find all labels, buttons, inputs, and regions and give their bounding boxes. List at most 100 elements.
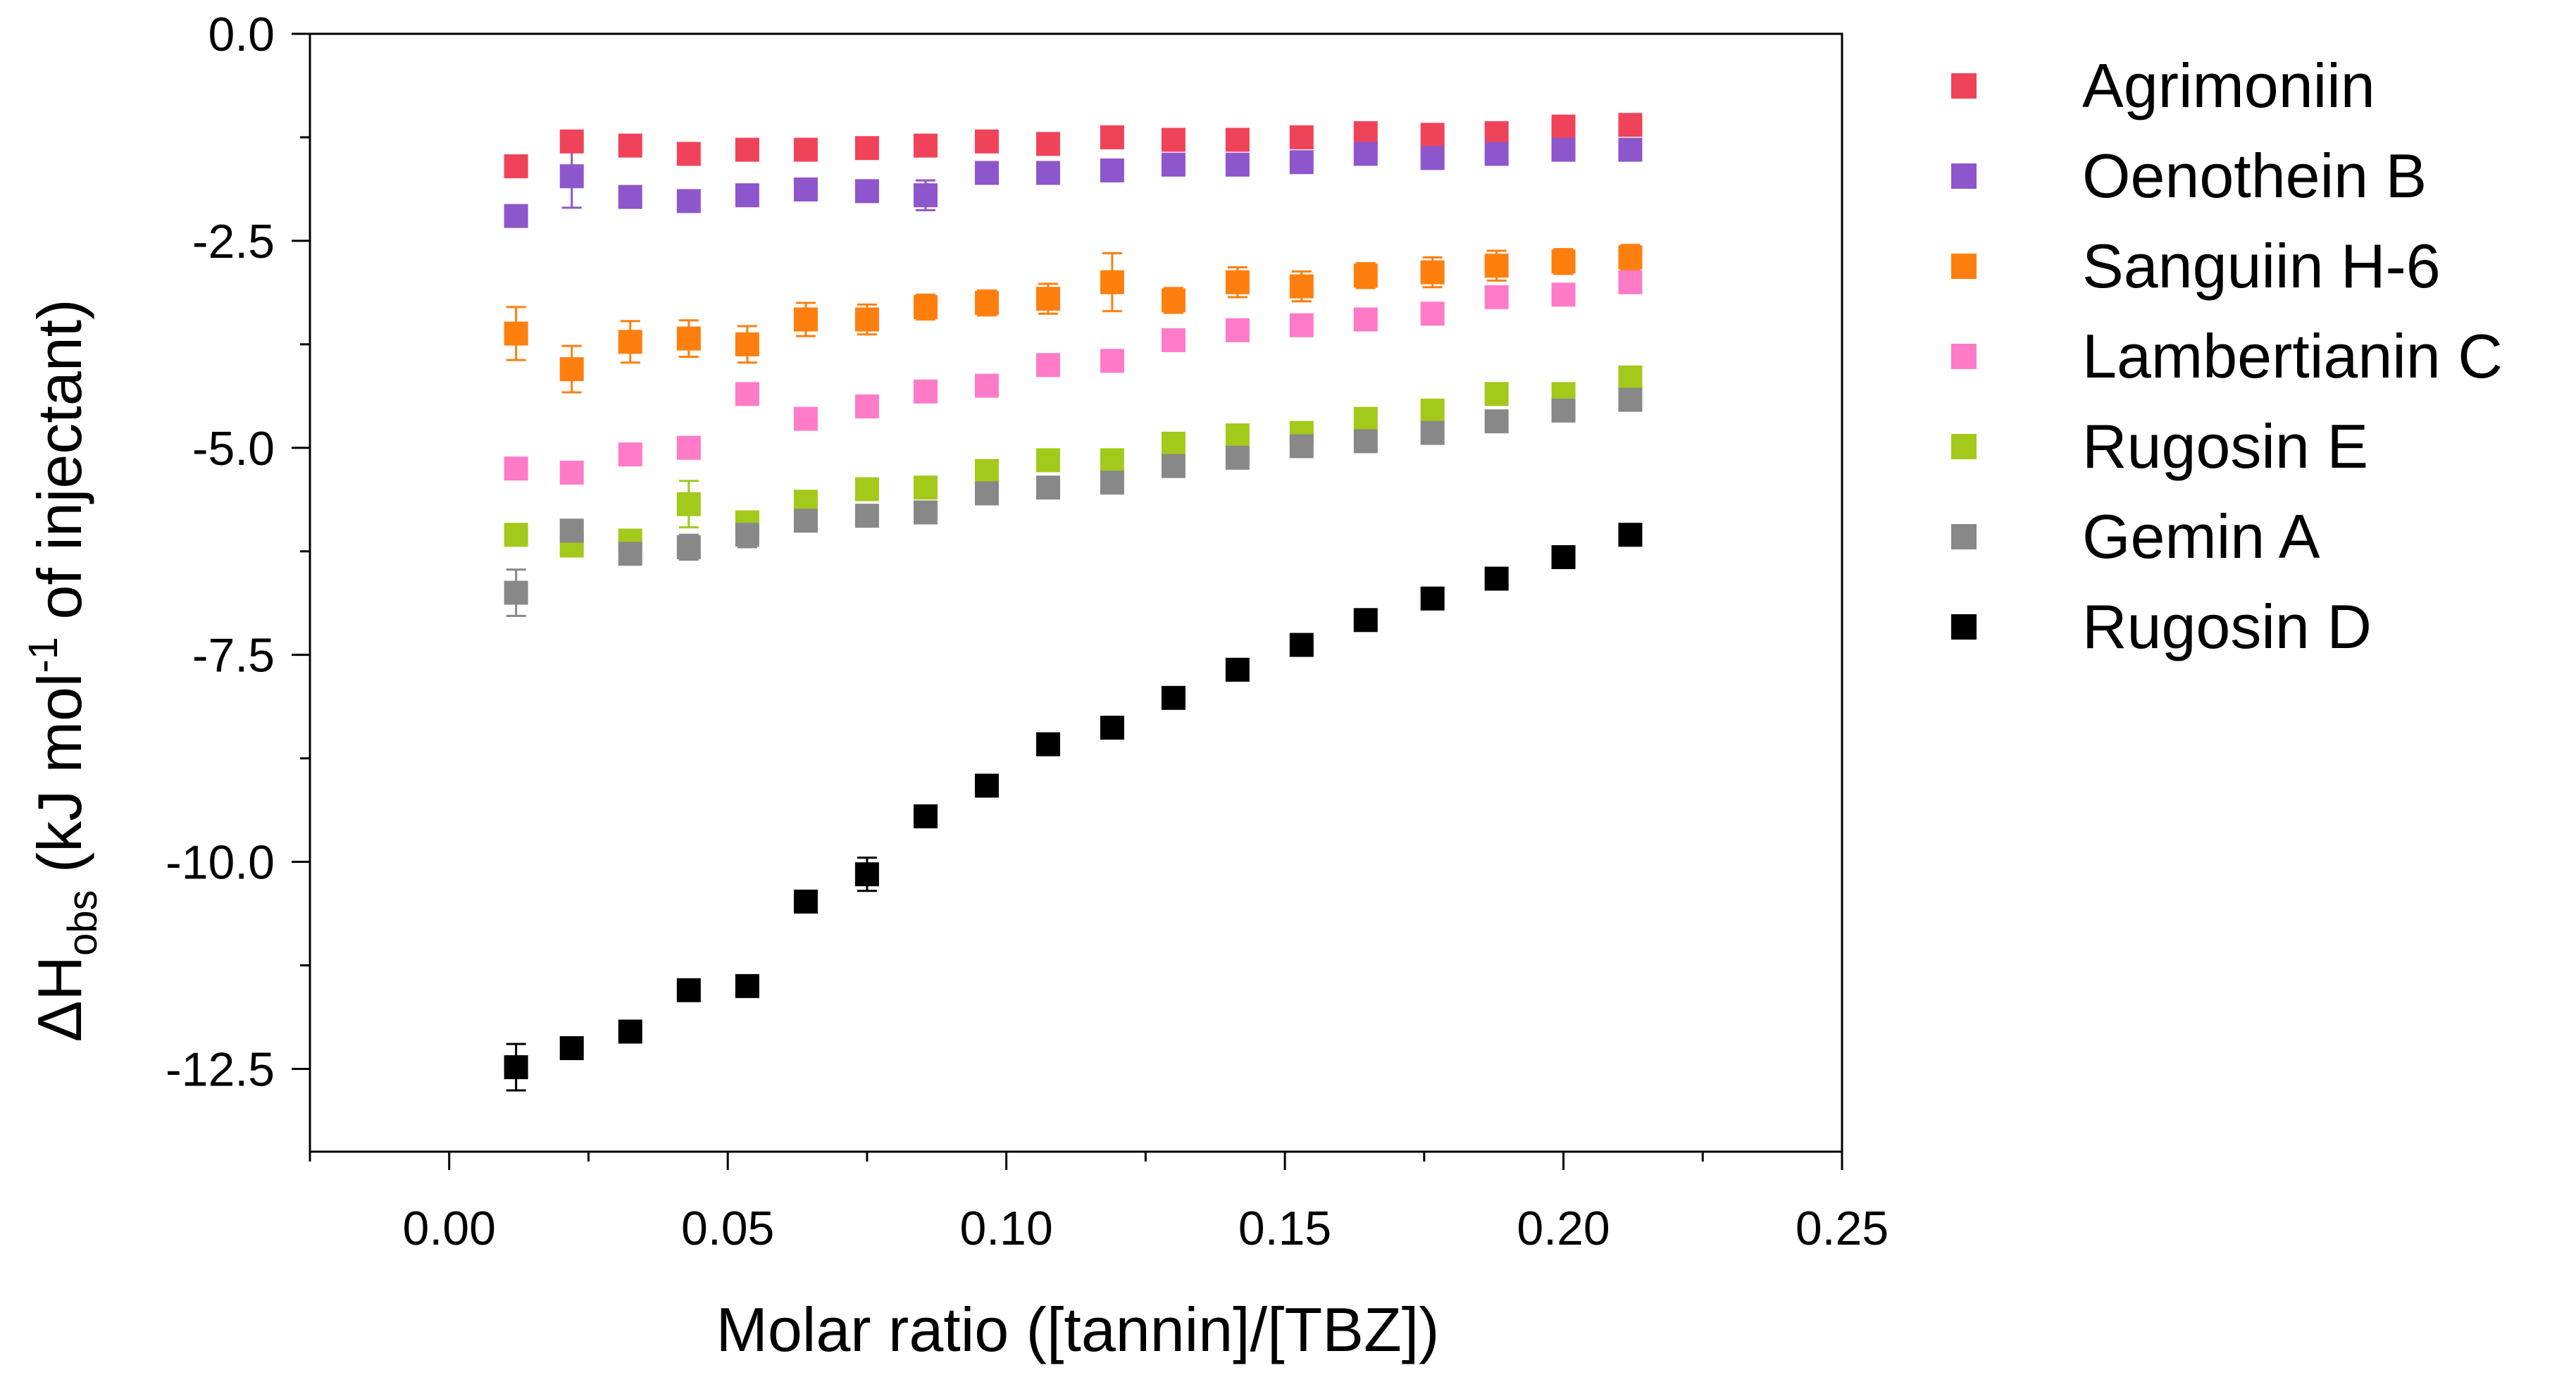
oenothein-b-point xyxy=(974,161,999,185)
sanguiin-h-6-point xyxy=(559,357,584,382)
x-tick-label: 0.15 xyxy=(1238,1202,1331,1255)
gemin-a-point xyxy=(676,535,701,559)
agrimoniin-point xyxy=(1353,121,1378,146)
sanguiin-h-6-point xyxy=(1484,254,1509,278)
lambertianin-c-point xyxy=(1618,270,1643,294)
rugosin-d-point xyxy=(1161,685,1186,710)
legend-marker-rugosin-e xyxy=(1951,434,1977,459)
sanguiin-h-6-point xyxy=(1420,260,1445,285)
y-tick-label: -2.5 xyxy=(192,215,275,268)
oenothein-b-point xyxy=(1100,158,1124,182)
sanguiin-h-6-point xyxy=(913,294,938,319)
sanguiin-h-6-point xyxy=(1100,270,1124,294)
y-axis-title: ΔHobs (kJ mol-1 of injectant) xyxy=(20,299,106,1042)
sanguiin-h-6-point xyxy=(1289,274,1314,299)
rugosin-d-point xyxy=(559,1036,584,1061)
gemin-a-point xyxy=(559,518,584,543)
plot-frame xyxy=(309,32,1843,1153)
oenothein-b-point xyxy=(1618,137,1643,162)
gemin-a-point xyxy=(913,500,938,525)
rugosin-d-point xyxy=(676,978,701,1002)
agrimoniin-point xyxy=(1618,113,1643,137)
sanguiin-h-6-point xyxy=(793,307,818,332)
rugosin-e-point xyxy=(1618,365,1643,390)
gemin-a-point xyxy=(1161,454,1186,478)
lambertianin-c-point xyxy=(504,456,528,481)
oenothein-b-point xyxy=(854,179,879,204)
lambertianin-c-point xyxy=(735,382,759,406)
rugosin-e-point xyxy=(1420,398,1445,423)
rugosin-e-point xyxy=(1100,448,1124,473)
gemin-a-point xyxy=(1420,421,1445,445)
oenothein-b-point xyxy=(676,189,701,213)
legend: Agrimoniin Oenothein B Sanguiin H-6 Lambert… xyxy=(1951,51,2503,661)
agrimoniin-point xyxy=(618,133,642,158)
legend-marker-sanguiin-h-6 xyxy=(1951,254,1977,279)
agrimoniin-point xyxy=(735,137,759,162)
gemin-a-point xyxy=(854,504,879,528)
oenothein-b-point xyxy=(1353,142,1378,166)
rugosin-d-point xyxy=(504,1055,528,1080)
lambertianin-c-point xyxy=(1100,349,1124,373)
legend-marker-rugosin-d xyxy=(1951,614,1977,640)
rugosin-d-point xyxy=(1353,608,1378,633)
legend-marker-lambertianin-c xyxy=(1951,344,1977,369)
legend-label-rugosin-e: Rugosin E xyxy=(2082,411,2368,481)
lambertianin-c-point xyxy=(1225,318,1250,342)
y-axis-title-subscript: obs xyxy=(60,890,106,957)
legend-marker-oenothein-b xyxy=(1951,163,1977,189)
sanguiin-h-6-point xyxy=(854,307,879,332)
gemin-a-point xyxy=(793,509,818,533)
gemin-a-point xyxy=(1035,475,1060,500)
rugosin-d-point xyxy=(618,1019,642,1044)
oenothein-b-point xyxy=(1225,152,1250,177)
rugosin-d-point xyxy=(1225,657,1250,682)
sanguiin-h-6-point xyxy=(735,332,759,356)
gemin-a-point xyxy=(1225,445,1250,470)
rugosin-d-point xyxy=(974,773,999,798)
lambertianin-c-point xyxy=(618,442,642,467)
rugosin-e-point xyxy=(1225,423,1250,448)
sanguiin-h-6-point xyxy=(1551,249,1576,274)
y-tick-label: -12.5 xyxy=(166,1042,275,1096)
y-tick-label: -5.0 xyxy=(192,422,275,475)
oenothein-b-point xyxy=(559,164,584,189)
oenothein-b-point xyxy=(1484,142,1509,166)
sanguiin-h-6-point xyxy=(1353,263,1378,288)
lambertianin-c-point xyxy=(676,435,701,460)
agrimoniin-point xyxy=(676,142,701,166)
gemin-a-point xyxy=(1289,434,1314,459)
agrimoniin-point xyxy=(504,154,528,179)
gemin-a-point xyxy=(974,481,999,506)
gemin-a-point xyxy=(618,542,642,566)
y-axis-title-superscript: -1 xyxy=(20,637,66,673)
rugosin-d-point xyxy=(1420,586,1445,611)
lambertianin-c-point xyxy=(854,394,879,418)
y-tick-label: 0.0 xyxy=(208,8,275,61)
oenothein-b-point xyxy=(1161,152,1186,177)
rugosin-e-point xyxy=(1484,382,1509,406)
gemin-a-point xyxy=(1551,398,1576,423)
agrimoniin-point xyxy=(1551,114,1576,139)
agrimoniin-point xyxy=(559,129,584,154)
agrimoniin-point xyxy=(1035,132,1060,156)
sanguiin-h-6-point xyxy=(676,326,701,351)
legend-label-gemin-a: Gemin A xyxy=(2082,502,2320,571)
agrimoniin-point xyxy=(974,129,999,154)
rugosin-e-point xyxy=(1035,448,1060,473)
sanguiin-h-6-point xyxy=(974,291,999,316)
gemin-a-point xyxy=(1100,471,1124,495)
agrimoniin-point xyxy=(1225,127,1250,152)
rugosin-d-point xyxy=(1289,633,1314,657)
legend-label-sanguiin-h-6: Sanguiin H-6 xyxy=(2082,231,2441,301)
lambertianin-c-point xyxy=(559,461,584,485)
legend-marker-agrimoniin xyxy=(1951,73,1977,99)
rugosin-d-point xyxy=(854,862,879,887)
y-axis-title-suffix: of injectant) xyxy=(25,299,94,637)
sanguiin-h-6-point xyxy=(504,321,528,346)
data-markers xyxy=(504,113,1643,1080)
lambertianin-c-point xyxy=(1353,307,1378,332)
oenothein-b-point xyxy=(504,204,528,228)
rugosin-d-point xyxy=(1551,544,1576,569)
